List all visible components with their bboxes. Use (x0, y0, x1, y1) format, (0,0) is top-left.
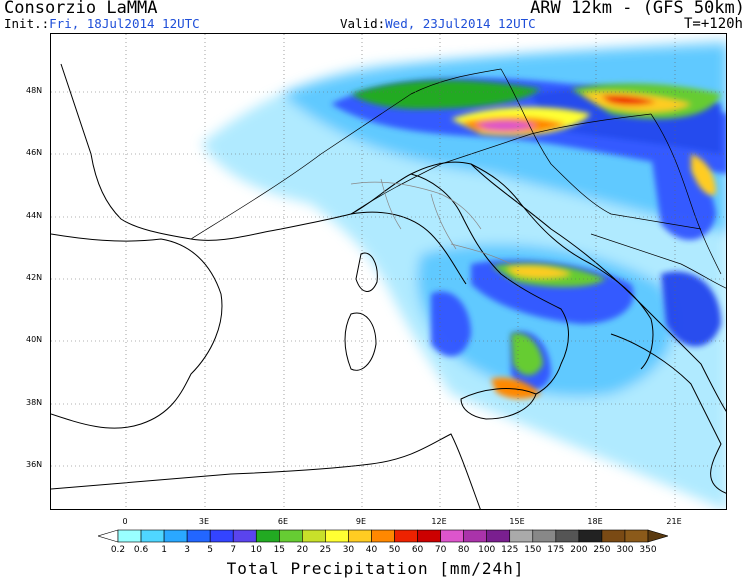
colorbar-cell (532, 529, 557, 543)
colorbar-label: 150 (524, 545, 542, 555)
colorbar-cell (302, 529, 326, 543)
colorbar-label: 350 (639, 545, 657, 555)
lat-label: 44N (26, 211, 43, 220)
colorbar-cell (279, 529, 303, 543)
colorbar-title: Total Precipitation [mm/24h] (226, 559, 525, 578)
coastlines (51, 63, 726, 509)
colorbar-label: 5 (207, 545, 214, 555)
lon-label: 0 (122, 517, 128, 526)
valid-label: Valid: (340, 16, 386, 31)
colorbar-max-triangle (647, 529, 668, 543)
precipitation-map (50, 33, 727, 510)
colorbar-cell (394, 529, 418, 543)
colorbar-label: 80 (457, 545, 470, 555)
lon-label: 18E (587, 517, 603, 526)
colorbar-cell (255, 529, 280, 543)
lon-label: 15E (509, 517, 525, 526)
graticule (51, 34, 726, 509)
forecast-step: T=+120h (683, 16, 743, 32)
colorbar-cell (555, 529, 580, 543)
lat-label: 36N (26, 460, 43, 469)
colorbar-cell (163, 529, 188, 543)
colorbar-label: 250 (593, 545, 611, 555)
colorbar-label: 175 (547, 545, 565, 555)
colorbar-label: 200 (570, 545, 588, 555)
colorbar-cell (209, 529, 234, 543)
colorbar-label: 60 (411, 545, 424, 555)
region-borders (350, 178, 512, 265)
lat-label: 38N (26, 398, 43, 407)
colorbar-label: 3 (184, 545, 190, 555)
lon-label: 3E (198, 517, 210, 526)
init-value: Fri, 18Jul2014 12UTC (49, 16, 200, 31)
lon-label: 9E (355, 517, 367, 526)
colorbar-cell (486, 529, 511, 543)
colorbar-label: 125 (501, 545, 519, 555)
colorbar-label: 0.2 (110, 545, 126, 555)
colorbar-cell (140, 529, 165, 543)
colorbar-label: 10 (250, 545, 262, 555)
map-canvas (51, 34, 726, 509)
colorbar-label: 100 (478, 545, 496, 555)
lat-label: 48N (26, 86, 43, 95)
colorbar-cell (371, 529, 395, 543)
colorbar-label: 7 (230, 545, 237, 555)
colorbar-cell (117, 529, 142, 543)
colorbar-cell (186, 529, 211, 543)
colorbar-label: 70 (434, 545, 447, 555)
colorbar-cell (348, 529, 372, 543)
colorbar-min-triangle (98, 529, 119, 543)
valid-time: Valid:Wed, 23Jul2014 12UTC (340, 16, 536, 31)
colorbar-label: 25 (319, 545, 332, 555)
country-borders (190, 68, 726, 289)
lon-label: 12E (431, 517, 447, 526)
colorbar-label: 40 (365, 545, 378, 555)
colorbar-cell (463, 529, 487, 543)
valid-value: Wed, 23Jul2014 12UTC (385, 16, 536, 31)
init-label: Init.: (4, 16, 50, 31)
model-title: ARW 12km - (GFS 50km) (530, 0, 745, 18)
colorbar-label: 0.6 (133, 545, 149, 555)
lat-label: 46N (26, 148, 43, 157)
colorbar-label: 30 (342, 545, 355, 555)
colorbar-cell (578, 529, 603, 543)
lon-label: 21E (666, 517, 682, 526)
colorbar-cell (624, 529, 649, 543)
lat-label: 40N (26, 335, 43, 344)
colorbar-cell (440, 529, 464, 543)
lon-label: 6E (277, 517, 289, 526)
colorbar-label: 15 (273, 545, 286, 555)
colorbar-cell (601, 529, 626, 543)
lat-label: 42N (26, 273, 43, 282)
org-title: Consorzio LaMMA (4, 0, 158, 18)
colorbar-label: 20 (296, 545, 309, 555)
colorbar-label: 50 (388, 545, 401, 555)
colorbar-cell (232, 529, 257, 543)
colorbar-cell (417, 529, 441, 543)
colorbar-cell (325, 529, 349, 543)
init-time: Init.:Fri, 18Jul2014 12UTC (4, 16, 200, 31)
colorbar-label: 300 (616, 545, 634, 555)
colorbar-label: 1 (161, 545, 167, 555)
colorbar-cell (509, 529, 534, 543)
precipitation-colorbar (98, 529, 668, 543)
